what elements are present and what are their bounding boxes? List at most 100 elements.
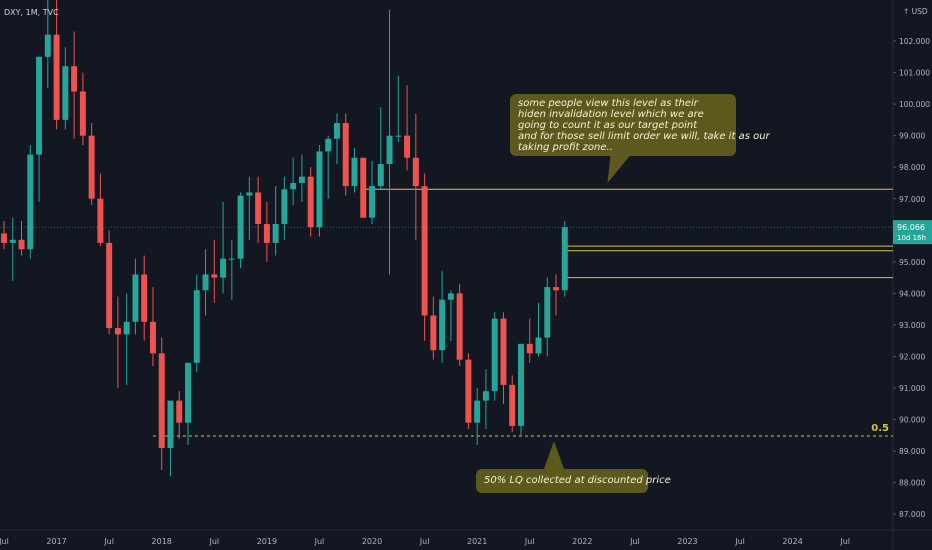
price-tick-label: 87.000: [899, 510, 925, 519]
time-tick-label: 2024: [782, 537, 802, 546]
candle-body: [421, 186, 428, 316]
price-axis[interactable]: 87.000 88.000 89.000 90.000 91.000 92.000 93.0…: [893, 37, 932, 519]
candle-body: [298, 176, 305, 183]
candle-body: [412, 157, 419, 187]
candle-body: [430, 315, 437, 351]
time-tick-label: Jul: [734, 537, 745, 546]
candle-body: [535, 337, 542, 354]
candle-body: [255, 192, 262, 224]
time-tick-label: 2022: [572, 537, 592, 546]
candle-body: [97, 198, 104, 243]
price-tick-label: 101.000: [899, 69, 930, 78]
candle-body: [106, 242, 113, 329]
candle-body: [439, 299, 446, 351]
candle-body: [246, 192, 253, 196]
note1-line: hiden invalidation level which we are: [518, 109, 704, 120]
candles: [1, 0, 568, 477]
price-tick-label: 99.000: [899, 132, 925, 141]
candle-body: [509, 384, 516, 426]
price-tick-label: 95.000: [899, 258, 925, 267]
time-tick-label: Jul: [419, 537, 430, 546]
candle-body: [500, 318, 507, 385]
note1-line: going to count it as our target point: [518, 120, 698, 131]
candle-body: [9, 239, 16, 243]
chart-title: DXY, 1M, TVC: [4, 8, 59, 17]
price-tick-label: 92.000: [899, 352, 925, 361]
candle-body: [88, 135, 95, 199]
price-tick-label: 100.000: [899, 100, 930, 109]
price-tick-label: 89.000: [899, 447, 925, 456]
time-tick-label: Jul: [103, 537, 114, 546]
candle-body: [272, 223, 279, 243]
candle-body: [202, 274, 209, 291]
note1-line: taking profit zone..: [518, 142, 613, 153]
time-tick-label: Jul: [0, 537, 9, 546]
candle-body: [53, 34, 60, 120]
candle-body: [360, 157, 367, 218]
candle-body: [456, 293, 463, 360]
candle-body: [167, 400, 174, 448]
price-tick-label: 98.000: [899, 163, 925, 172]
candle-body: [71, 66, 78, 92]
time-tick-label: 2019: [257, 537, 277, 546]
candle-body: [316, 151, 323, 228]
candle-body: [491, 318, 498, 392]
currency-label[interactable]: ↑ USD: [903, 7, 928, 16]
candle-body: [141, 274, 148, 322]
candle-body: [220, 258, 227, 278]
candle-body: [114, 328, 121, 335]
note2-pointer: [544, 441, 564, 469]
callout-liquidity[interactable]: 50% LQ collected at discounted price: [476, 469, 671, 493]
candle-body: [281, 189, 288, 224]
price-tick-label: 93.000: [899, 321, 925, 330]
candle-body: [307, 176, 314, 228]
candle-body: [553, 287, 560, 291]
candle-body: [482, 391, 489, 401]
price-tick-label: 94.000: [899, 289, 925, 298]
price-tick-label: 88.000: [899, 479, 925, 488]
time-tick-label: 2023: [677, 537, 697, 546]
last-price-value: 96.066: [897, 223, 925, 232]
time-tick-label: 2021: [467, 537, 487, 546]
price-tick-label: 91.000: [899, 384, 925, 393]
candle-body: [518, 343, 524, 426]
candle-body: [561, 227, 568, 291]
time-tick-label: 2020: [362, 537, 382, 546]
time-tick-label: Jul: [629, 537, 640, 546]
candle-body: [474, 400, 481, 423]
candle-body: [386, 135, 393, 165]
candle-body: [132, 274, 139, 322]
candle-body: [228, 258, 235, 260]
candle-body: [526, 343, 533, 354]
note1-line: some people view this level as their: [518, 98, 698, 109]
callout-target-level[interactable]: some people view this level as their hid…: [510, 94, 770, 156]
candle-body: [237, 195, 244, 259]
candle-body: [62, 66, 69, 120]
time-tick-label: Jul: [839, 537, 850, 546]
horizontal-levels: 0.5: [0, 188, 893, 437]
time-tick-label: 2018: [152, 537, 172, 546]
note1-line: and for those sell limit order we will, …: [518, 131, 770, 142]
time-tick-label: 2017: [46, 537, 66, 546]
candle-body: [325, 138, 332, 152]
candle-body: [465, 359, 472, 423]
last-price-badge: [893, 220, 932, 245]
candle-body: [36, 56, 43, 155]
candle-body: [544, 287, 551, 338]
bar-countdown: 10d 16h: [897, 234, 926, 242]
candle-body: [149, 321, 156, 354]
candle-body: [158, 353, 165, 448]
time-axis[interactable]: Jul 2017 Jul 2018 Jul 2019 Jul 2020 Jul 2021 Jul 20…: [0, 537, 850, 546]
candle-body: [447, 293, 454, 300]
time-tick-label: Jul: [208, 537, 219, 546]
candle-body: [79, 91, 86, 136]
fib-level-label: 0.5: [871, 423, 889, 434]
candle-body: [369, 186, 375, 218]
candle-body: [342, 123, 349, 187]
time-tick-label: Jul: [314, 537, 325, 546]
candle-body: [290, 182, 297, 190]
candle-body: [211, 274, 218, 278]
price-tick-label: 102.000: [899, 37, 930, 46]
